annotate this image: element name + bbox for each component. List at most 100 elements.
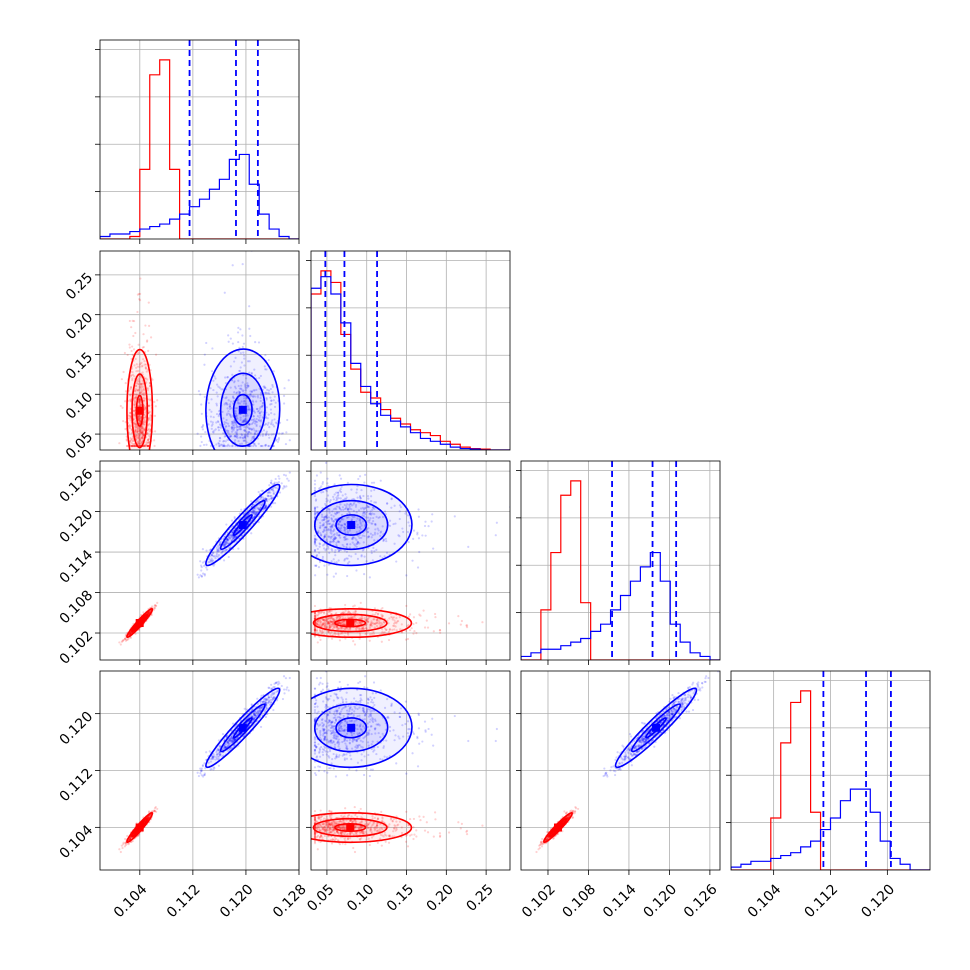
sample-point xyxy=(253,389,256,392)
sample-point xyxy=(368,512,371,516)
sample-point xyxy=(133,364,136,367)
sample-point xyxy=(326,573,329,576)
sample-point xyxy=(387,622,390,625)
sample-point xyxy=(141,385,144,388)
sample-point xyxy=(124,637,127,640)
sample-point xyxy=(143,418,146,422)
sample-point xyxy=(313,512,317,516)
sample-point xyxy=(333,632,336,636)
sample-point xyxy=(241,263,244,266)
sample-point xyxy=(238,426,241,429)
sample-point xyxy=(370,500,373,503)
sample-point xyxy=(215,548,219,552)
sample-point xyxy=(332,528,336,531)
sample-point xyxy=(245,377,248,380)
sample-point xyxy=(219,540,222,544)
sample-point xyxy=(131,443,135,446)
sample-point xyxy=(377,516,380,520)
sample-point xyxy=(144,377,148,380)
sample-point xyxy=(125,444,129,448)
sample-point xyxy=(339,632,342,635)
sample-point xyxy=(249,427,252,430)
sample-point xyxy=(196,573,199,576)
sample-point xyxy=(337,496,340,500)
sample-point xyxy=(329,531,332,534)
sample-point xyxy=(144,415,147,419)
sample-point xyxy=(362,541,365,544)
sample-point xyxy=(139,613,143,617)
sample-point xyxy=(360,524,363,527)
sample-point xyxy=(141,425,144,428)
sample-point xyxy=(330,524,334,527)
sample-point xyxy=(253,509,256,512)
sample-point xyxy=(234,387,237,390)
sample-point xyxy=(242,419,245,422)
sample-point xyxy=(390,615,393,619)
sample-point xyxy=(234,407,237,410)
sample-point xyxy=(203,395,206,398)
sample-point xyxy=(124,400,127,403)
sample-point xyxy=(228,537,232,540)
sample-point xyxy=(313,548,317,552)
sample-point xyxy=(255,424,258,428)
sample-point xyxy=(359,494,362,498)
sample-point xyxy=(141,431,144,434)
sample-point xyxy=(232,537,235,540)
sample-point xyxy=(359,522,362,525)
sample-point xyxy=(203,560,206,563)
sample-point xyxy=(137,343,140,346)
sample-point xyxy=(264,504,267,507)
sample-point xyxy=(330,517,333,520)
sample-point xyxy=(136,428,139,431)
sample-point xyxy=(354,552,357,556)
sample-point xyxy=(245,424,249,427)
sample-point xyxy=(218,444,221,448)
sample-point xyxy=(350,616,353,620)
sample-point xyxy=(322,618,325,621)
sample-point xyxy=(345,498,348,501)
sample-point xyxy=(132,334,135,338)
sample-point xyxy=(337,633,340,636)
sample-point xyxy=(266,417,269,420)
sample-point xyxy=(284,442,288,446)
sample-point xyxy=(406,625,409,628)
sample-point xyxy=(337,526,340,529)
sample-point xyxy=(137,426,140,430)
sample-point xyxy=(148,437,151,440)
sample-point xyxy=(314,499,317,502)
sample-point xyxy=(357,623,360,626)
sample-point xyxy=(138,398,141,401)
sample-point xyxy=(357,535,360,538)
sample-point xyxy=(516,521,518,523)
sample-point xyxy=(252,427,255,430)
sample-point xyxy=(314,574,317,577)
sample-point xyxy=(398,615,401,619)
sample-point xyxy=(318,619,321,622)
sample-point xyxy=(371,508,374,511)
sample-point xyxy=(324,515,327,518)
sample-point xyxy=(352,611,355,614)
sample-point xyxy=(258,498,261,501)
sample-point xyxy=(398,517,401,521)
sample-point xyxy=(225,421,228,424)
sample-point xyxy=(243,429,246,432)
sample-point xyxy=(233,535,236,538)
sample-point xyxy=(231,444,234,448)
sample-point xyxy=(119,850,122,854)
sample-point xyxy=(265,396,268,400)
sample-point xyxy=(253,410,256,413)
sample-point xyxy=(350,518,354,521)
sample-point xyxy=(338,507,342,510)
sample-point xyxy=(363,507,367,510)
sample-point xyxy=(141,390,144,393)
sample-point xyxy=(256,500,259,503)
sample-point xyxy=(253,443,256,446)
sample-point xyxy=(126,444,129,448)
sample-point xyxy=(272,490,275,493)
density-peak xyxy=(238,405,247,414)
sample-point xyxy=(314,506,317,509)
sample-point xyxy=(340,526,343,530)
sample-point xyxy=(233,435,236,438)
sample-point xyxy=(367,620,370,624)
